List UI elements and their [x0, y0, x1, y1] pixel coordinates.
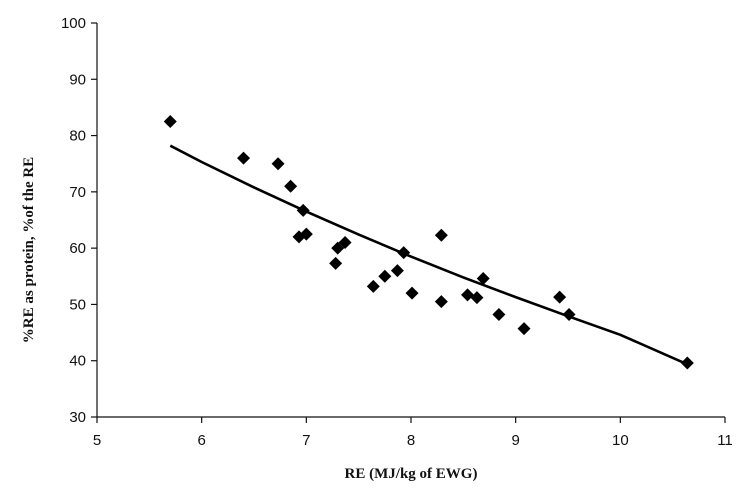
y-tick-label: 80	[69, 128, 86, 145]
data-point	[405, 286, 419, 300]
y-tick-label: 30	[69, 409, 86, 426]
data-point	[366, 279, 380, 293]
y-tick-label: 90	[69, 71, 86, 88]
y-tick-label: 60	[69, 240, 86, 257]
data-point	[470, 291, 484, 305]
x-tick-label: 10	[612, 432, 629, 449]
x-tick-label: 8	[407, 432, 415, 449]
data-point	[237, 151, 251, 165]
data-point	[271, 157, 285, 171]
y-axis-ticks: 30 40 50 60 70 80 90 100	[61, 15, 97, 426]
y-tick-label: 40	[69, 353, 86, 370]
data-point	[296, 203, 310, 217]
x-tick-label: 6	[197, 432, 205, 449]
x-axis-ticks: 5 6 7 8 9 10 11	[93, 417, 733, 449]
data-point	[553, 290, 567, 304]
y-tick-label: 70	[69, 184, 86, 201]
data-point	[517, 322, 531, 336]
y-tick-label: 50	[69, 296, 86, 313]
x-tick-label: 5	[93, 432, 101, 449]
data-point	[299, 227, 313, 241]
x-axis-title: RE (MJ/kg of EWG)	[345, 466, 478, 482]
y-axis-title: %RE as protein, %of the RE	[21, 157, 37, 343]
y-tick-label: 100	[61, 15, 86, 32]
data-point	[390, 264, 404, 278]
data-point	[461, 288, 475, 302]
data-point	[284, 179, 298, 193]
x-tick-label: 7	[302, 432, 310, 449]
data-point	[163, 115, 177, 128]
x-tick-label: 11	[717, 432, 733, 449]
data-point	[397, 246, 411, 260]
data-point	[562, 308, 576, 322]
data-point	[378, 269, 392, 283]
axes	[96, 23, 725, 418]
data-point	[434, 228, 448, 242]
data-point	[680, 356, 694, 370]
data-point	[476, 272, 490, 286]
x-tick-label: 9	[511, 432, 519, 449]
data-point	[492, 308, 506, 322]
trend-line	[169, 144, 684, 364]
data-points	[163, 115, 694, 370]
data-point	[338, 236, 352, 250]
data-point	[329, 256, 343, 270]
data-point	[434, 295, 448, 309]
